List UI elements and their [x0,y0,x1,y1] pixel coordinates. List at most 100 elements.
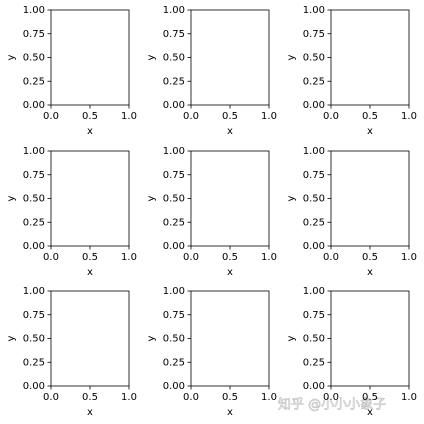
x-tick-label: 0.0 [323,252,339,263]
x-tick-label: 0.0 [43,111,59,122]
x-axis-label: x [87,407,93,418]
x-tick-label: 0.5 [222,252,238,263]
y-tick-label: 0.50 [163,334,185,345]
y-tick-label: 0.25 [303,357,325,368]
axes-frame [190,290,270,387]
x-tick-label: 0.0 [183,392,199,403]
y-tick-label: 0.00 [163,100,185,111]
x-tick-label: 0.0 [323,392,339,403]
y-tick-label: 1.00 [303,286,325,297]
x-tick-label: 1.0 [121,392,137,403]
y-tick-label: 0.50 [303,53,325,64]
x-tick-label: 0.5 [222,111,238,122]
y-tick-label: 0.75 [163,170,185,181]
x-tick-label: 0.0 [43,392,59,403]
y-tick-label: 0.50 [23,194,45,205]
y-tick-label: 1.00 [23,5,45,16]
y-tick-label: 0.25 [303,76,325,87]
x-tick-label: 0.5 [82,111,98,122]
y-tick-label: 0.75 [23,170,45,181]
y-tick-label: 1.00 [303,146,325,157]
axes-frame [330,290,410,387]
x-axis-label: x [227,126,233,137]
y-tick-label: 0.75 [163,310,185,321]
y-tick-label: 0.75 [23,29,45,40]
y-axis-label: y [286,335,297,341]
y-tick-label: 0.25 [23,76,45,87]
y-tick-label: 0.00 [303,241,325,252]
y-tick-label: 1.00 [303,5,325,16]
x-axis-label: x [367,267,373,278]
y-axis-label: y [146,54,157,60]
axes-frame [50,290,130,387]
y-tick-label: 0.25 [23,217,45,228]
x-axis-label: x [227,267,233,278]
x-tick-label: 0.5 [362,252,378,263]
y-tick-label: 0.25 [303,217,325,228]
x-tick-label: 1.0 [401,392,417,403]
x-tick-label: 0.0 [323,111,339,122]
y-tick-label: 0.75 [23,310,45,321]
x-axis-label: x [87,267,93,278]
watermark: 知乎 @小小小象子 [278,397,386,413]
y-tick-label: 0.25 [23,357,45,368]
axes-frame [190,150,270,247]
y-tick-label: 0.25 [163,217,185,228]
y-tick-label: 0.50 [23,334,45,345]
y-tick-label: 1.00 [23,286,45,297]
y-axis-label: y [286,54,297,60]
axes-frame [330,150,410,247]
x-tick-label: 0.5 [222,392,238,403]
y-axis-label: y [6,54,17,60]
x-axis-label: x [367,126,373,137]
x-tick-label: 1.0 [121,111,137,122]
x-tick-label: 0.0 [183,111,199,122]
y-tick-label: 0.50 [163,194,185,205]
y-tick-label: 0.25 [163,357,185,368]
axes-frame [50,9,130,106]
y-tick-label: 0.00 [163,381,185,392]
axes-frame [330,9,410,106]
y-tick-label: 1.00 [163,286,185,297]
x-tick-label: 0.0 [43,252,59,263]
y-tick-label: 0.75 [303,310,325,321]
y-tick-label: 0.25 [163,76,185,87]
x-tick-label: 0.0 [183,252,199,263]
x-axis-label: x [227,407,233,418]
y-tick-label: 0.00 [23,381,45,392]
x-tick-label: 1.0 [401,111,417,122]
x-tick-label: 0.5 [362,392,378,403]
y-tick-label: 1.00 [23,146,45,157]
x-tick-label: 0.5 [82,392,98,403]
y-tick-label: 0.75 [303,29,325,40]
y-axis-label: y [146,195,157,201]
y-tick-label: 0.50 [303,194,325,205]
y-tick-label: 0.00 [23,241,45,252]
y-axis-label: y [286,195,297,201]
axes-frame [50,150,130,247]
y-tick-label: 0.75 [163,29,185,40]
y-tick-label: 0.50 [303,334,325,345]
x-tick-label: 1.0 [261,392,277,403]
x-tick-label: 1.0 [261,252,277,263]
y-tick-label: 0.00 [303,381,325,392]
x-tick-label: 0.5 [82,252,98,263]
y-axis-label: y [6,195,17,201]
y-tick-label: 0.50 [23,53,45,64]
y-axis-label: y [146,335,157,341]
x-tick-label: 1.0 [401,252,417,263]
x-axis-label: x [367,407,373,418]
y-tick-label: 1.00 [163,5,185,16]
y-tick-label: 0.00 [23,100,45,111]
x-tick-label: 0.5 [362,111,378,122]
x-tick-label: 1.0 [261,111,277,122]
y-tick-label: 0.50 [163,53,185,64]
y-tick-label: 0.00 [163,241,185,252]
y-tick-label: 1.00 [163,146,185,157]
axes-frame [190,9,270,106]
y-axis-label: y [6,335,17,341]
y-tick-label: 0.00 [303,100,325,111]
x-axis-label: x [87,126,93,137]
